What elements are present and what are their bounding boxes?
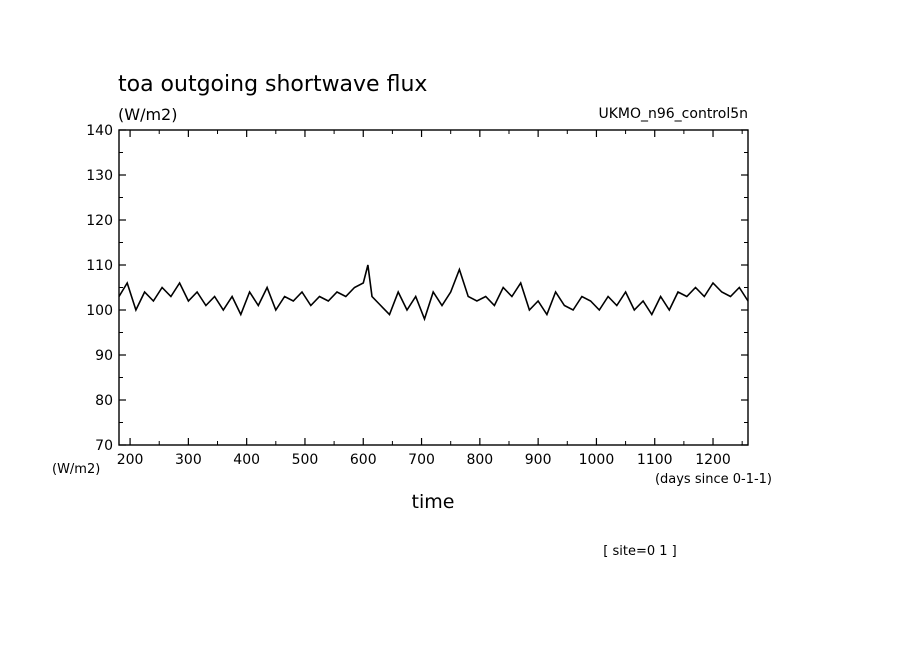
x-axis-unit-label: (days since 0-1-1) xyxy=(655,472,772,487)
x-tick-label: 700 xyxy=(408,452,435,468)
y-tick-label: 130 xyxy=(86,168,113,184)
x-tick-label: 200 xyxy=(117,452,144,468)
x-tick-label: 800 xyxy=(466,452,493,468)
model-label: UKMO_n96_control5n xyxy=(598,106,748,122)
chart-title: toa outgoing shortwave flux xyxy=(118,72,427,97)
x-axis-title: time xyxy=(412,491,455,513)
y-tick-label: 140 xyxy=(86,123,113,139)
x-tick-label: 1100 xyxy=(637,452,673,468)
y-axis-unit-label: (W/m2) xyxy=(52,462,100,477)
y-tick-label: 100 xyxy=(86,303,113,319)
y-tick-label: 90 xyxy=(95,348,113,364)
y-tick-label: 120 xyxy=(86,213,113,229)
x-axis: 200 300 400 500 600 700 800 900 1000 1100 1200 xyxy=(117,130,743,468)
units-label: (W/m2) xyxy=(118,105,177,124)
x-tick-label: 600 xyxy=(350,452,377,468)
plot-frame xyxy=(118,129,749,446)
y-tick-label: 80 xyxy=(95,393,113,409)
y-tick-label: 70 xyxy=(95,438,113,454)
y-tick-label: 110 xyxy=(86,258,113,274)
site-label: [ site=0 1 ] xyxy=(603,544,676,559)
series-line xyxy=(118,264,749,322)
x-tick-label: 1200 xyxy=(695,452,731,468)
x-tick-label: 300 xyxy=(175,452,202,468)
x-tick-label: 1000 xyxy=(579,452,615,468)
plot-border xyxy=(118,129,749,446)
x-tick-label: 400 xyxy=(233,452,260,468)
x-tick-label: 500 xyxy=(292,452,319,468)
y-axis: 70 80 90 100 110 120 130 140 xyxy=(86,123,748,454)
x-tick-label: 900 xyxy=(525,452,552,468)
